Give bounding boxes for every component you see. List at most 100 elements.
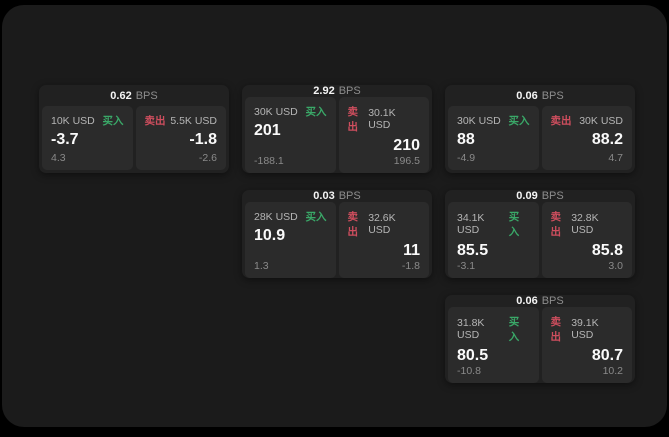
buy-panel[interactable]: 31.8K USD 买入 80.5 -10.8 xyxy=(448,307,539,383)
panel-top-row: 卖出 32.6K USD xyxy=(348,209,421,239)
panel-top-row: 30K USD 买入 xyxy=(457,113,530,128)
order-size: 32.6K USD xyxy=(368,212,396,236)
quote-value: 88.2 xyxy=(591,131,623,148)
buy-label: 买入 xyxy=(508,211,520,238)
quote-value: 85.8 xyxy=(591,242,623,259)
panel-top-row: 28K USD 买入 xyxy=(254,209,327,224)
sell-label: 卖出 xyxy=(550,316,562,343)
panel-top-row: 34.1K USD 买入 xyxy=(457,209,530,239)
sell-panel[interactable]: 卖出 39.1K USD 80.7 10.2 xyxy=(541,307,632,383)
sell-panel[interactable]: 卖出 32.6K USD 11 -1.8 xyxy=(338,202,429,278)
quote-delta: 196.5 xyxy=(393,154,420,167)
sell-panel[interactable]: 卖出 30K USD 88.2 4.7 xyxy=(541,106,632,170)
sell-panel[interactable]: 卖出 32.8K USD 85.8 3.0 xyxy=(541,202,632,278)
quote-value: 210 xyxy=(393,137,420,154)
quote-value: 88 xyxy=(457,131,475,148)
app-panel: 0.62 BPS 10K USD 买入 -3.7 4.3 卖出 5.5K USD xyxy=(2,5,667,427)
panel-top-row: 卖出 30.1K USD xyxy=(348,104,421,134)
order-size: 30K USD xyxy=(579,114,623,127)
quote-delta: 1.3 xyxy=(254,259,269,272)
quote-value: -1.8 xyxy=(189,131,217,148)
sell-panel[interactable]: 卖出 5.5K USD -1.8 -2.6 xyxy=(135,106,226,170)
bps-value: 0.62 xyxy=(110,89,132,102)
quote-value: 80.5 xyxy=(457,347,489,364)
sell-label: 卖出 xyxy=(550,115,572,127)
quote-value: 85.5 xyxy=(457,242,489,259)
bps-value: 0.09 xyxy=(516,190,538,202)
bps-header: 0.62 BPS xyxy=(39,85,229,106)
quote-delta: 3.0 xyxy=(608,259,623,272)
quote-delta: 10.2 xyxy=(602,364,623,377)
quote-delta: -3.1 xyxy=(457,259,476,272)
order-size: 30.1K USD xyxy=(368,107,396,131)
quote-card[interactable]: 0.03 BPS 28K USD 买入 10.9 1.3 卖出 32.6K US… xyxy=(242,190,432,278)
order-size: 5.5K USD xyxy=(170,114,217,127)
bps-value: 0.03 xyxy=(313,190,335,202)
buy-panel[interactable]: 34.1K USD 买入 85.5 -3.1 xyxy=(448,202,539,278)
quote-card[interactable]: 0.06 BPS 30K USD 买入 88 -4.9 卖出 30K USD xyxy=(445,85,635,173)
bps-header: 0.03 BPS xyxy=(242,190,432,202)
panel-top-row: 10K USD 买入 xyxy=(51,113,124,128)
order-size: 30K USD xyxy=(457,114,501,127)
panel-top-row: 卖出 39.1K USD xyxy=(551,314,624,344)
quote-delta: 4.7 xyxy=(608,152,623,164)
panel-top-row: 卖出 30K USD xyxy=(551,113,624,128)
buy-panel[interactable]: 30K USD 买入 201 -188.1 xyxy=(245,97,336,173)
bps-unit-label: BPS xyxy=(135,89,158,102)
bps-header: 0.06 BPS xyxy=(445,295,635,307)
buy-label: 买入 xyxy=(305,106,327,118)
buy-panel[interactable]: 30K USD 买入 88 -4.9 xyxy=(448,106,539,170)
bps-header: 2.92 BPS xyxy=(242,85,432,97)
quote-cards-grid: 0.62 BPS 10K USD 买入 -3.7 4.3 卖出 5.5K USD xyxy=(39,85,635,383)
panel-top-row: 卖出 32.8K USD xyxy=(551,209,624,239)
quote-delta: -2.6 xyxy=(198,152,217,164)
order-size: 31.8K USD xyxy=(457,317,485,341)
buy-panel[interactable]: 10K USD 买入 -3.7 4.3 xyxy=(42,106,133,170)
order-size: 34.1K USD xyxy=(457,212,485,236)
bps-value: 0.06 xyxy=(516,89,538,102)
order-size: 10K USD xyxy=(51,114,95,127)
sell-panel[interactable]: 卖出 30.1K USD 210 196.5 xyxy=(338,97,429,173)
quote-value: 201 xyxy=(254,122,281,139)
quote-delta: 4.3 xyxy=(51,152,66,164)
quote-delta: -10.8 xyxy=(457,364,481,377)
quote-delta: -1.8 xyxy=(401,259,420,272)
bps-header: 0.06 BPS xyxy=(445,85,635,106)
sell-label: 卖出 xyxy=(550,211,562,238)
quote-value: 10.9 xyxy=(254,227,286,244)
bps-unit-label: BPS xyxy=(338,190,361,202)
bps-unit-label: BPS xyxy=(541,190,564,202)
buy-label: 买入 xyxy=(305,211,327,223)
bps-unit-label: BPS xyxy=(338,85,361,97)
order-size: 32.8K USD xyxy=(571,212,599,236)
quote-value: -3.7 xyxy=(51,131,79,148)
quote-value: 80.7 xyxy=(591,347,623,364)
quote-card[interactable]: 0.09 BPS 34.1K USD 买入 85.5 -3.1 卖出 32.8K… xyxy=(445,190,635,278)
sell-label: 卖出 xyxy=(347,106,359,133)
bps-value: 2.92 xyxy=(313,85,335,97)
card-body: 30K USD 买入 201 -188.1 卖出 30.1K USD 210 1… xyxy=(242,97,432,176)
order-size: 28K USD xyxy=(254,210,298,223)
buy-label: 买入 xyxy=(102,115,124,127)
buy-label: 买入 xyxy=(508,316,520,343)
quote-delta: -188.1 xyxy=(254,154,284,167)
bps-unit-label: BPS xyxy=(541,295,564,307)
panel-top-row: 卖出 5.5K USD xyxy=(145,113,218,128)
card-body: 31.8K USD 买入 80.5 -10.8 卖出 39.1K USD 80.… xyxy=(445,307,635,386)
buy-panel[interactable]: 28K USD 买入 10.9 1.3 xyxy=(245,202,336,278)
card-body: 10K USD 买入 -3.7 4.3 卖出 5.5K USD -1.8 -2.… xyxy=(39,106,229,173)
quote-delta: -4.9 xyxy=(457,152,476,164)
panel-top-row: 30K USD 买入 xyxy=(254,104,327,119)
sell-label: 卖出 xyxy=(347,211,359,238)
quote-card[interactable]: 0.62 BPS 10K USD 买入 -3.7 4.3 卖出 5.5K USD xyxy=(39,85,229,173)
sell-label: 卖出 xyxy=(144,115,166,127)
panel-top-row: 31.8K USD 买入 xyxy=(457,314,530,344)
bps-unit-label: BPS xyxy=(541,89,564,102)
quote-card[interactable]: 2.92 BPS 30K USD 买入 201 -188.1 卖出 30.1K … xyxy=(242,85,432,173)
card-body: 34.1K USD 买入 85.5 -3.1 卖出 32.8K USD 85.8… xyxy=(445,202,635,281)
quote-value: 11 xyxy=(403,242,420,259)
bps-value: 0.06 xyxy=(516,295,538,307)
card-body: 30K USD 买入 88 -4.9 卖出 30K USD 88.2 4.7 xyxy=(445,106,635,173)
quote-card[interactable]: 0.06 BPS 31.8K USD 买入 80.5 -10.8 卖出 39.1… xyxy=(445,295,635,383)
buy-label: 买入 xyxy=(508,115,530,127)
